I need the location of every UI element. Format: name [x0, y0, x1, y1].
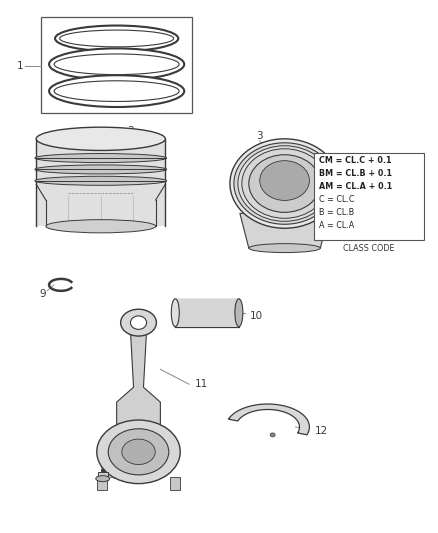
Text: 10: 10 — [250, 311, 263, 321]
FancyBboxPatch shape — [314, 153, 424, 240]
Ellipse shape — [235, 299, 243, 327]
Text: BM = CL.B + 0.1: BM = CL.B + 0.1 — [319, 169, 392, 178]
Ellipse shape — [35, 176, 166, 185]
Ellipse shape — [49, 49, 184, 80]
Text: CLASS CODE: CLASS CODE — [343, 244, 395, 253]
Bar — [326, 175, 330, 182]
Bar — [175, 299, 239, 327]
Ellipse shape — [171, 299, 179, 327]
Ellipse shape — [97, 420, 180, 483]
Text: 14: 14 — [120, 474, 134, 483]
Ellipse shape — [55, 26, 178, 51]
Text: 9: 9 — [39, 289, 46, 299]
Ellipse shape — [120, 309, 156, 336]
Ellipse shape — [230, 139, 339, 228]
Ellipse shape — [238, 146, 331, 221]
Ellipse shape — [49, 75, 184, 107]
Polygon shape — [229, 404, 309, 435]
Text: 11: 11 — [195, 379, 208, 389]
Bar — [98, 472, 108, 480]
Text: B = CL.B: B = CL.B — [319, 208, 355, 217]
Ellipse shape — [108, 429, 169, 475]
Text: 12: 12 — [314, 426, 328, 436]
Text: AM = CL.A + 0.1: AM = CL.A + 0.1 — [319, 182, 392, 191]
Ellipse shape — [270, 433, 275, 437]
Text: 3: 3 — [256, 131, 263, 141]
Text: CM = CL.C + 0.1: CM = CL.C + 0.1 — [319, 156, 392, 165]
Ellipse shape — [249, 244, 320, 253]
Polygon shape — [240, 213, 329, 248]
Ellipse shape — [36, 127, 165, 150]
Ellipse shape — [131, 316, 147, 329]
Ellipse shape — [122, 439, 155, 465]
Text: 3: 3 — [127, 126, 134, 136]
Ellipse shape — [46, 220, 155, 233]
Text: C = CL.C: C = CL.C — [319, 195, 355, 204]
Ellipse shape — [96, 475, 110, 482]
Text: A = CL.A: A = CL.A — [319, 221, 355, 230]
Polygon shape — [97, 477, 106, 490]
Ellipse shape — [54, 54, 179, 75]
Ellipse shape — [234, 143, 335, 224]
Bar — [332, 175, 336, 182]
Bar — [36, 139, 165, 226]
Polygon shape — [170, 477, 180, 490]
Bar — [320, 175, 324, 182]
Ellipse shape — [260, 160, 309, 200]
Ellipse shape — [35, 154, 166, 163]
Bar — [41, 17, 192, 113]
Ellipse shape — [249, 155, 320, 212]
Ellipse shape — [60, 30, 173, 47]
Text: 1: 1 — [17, 61, 23, 71]
Ellipse shape — [54, 81, 179, 101]
Polygon shape — [117, 333, 160, 437]
Ellipse shape — [35, 165, 166, 174]
Ellipse shape — [242, 149, 327, 219]
